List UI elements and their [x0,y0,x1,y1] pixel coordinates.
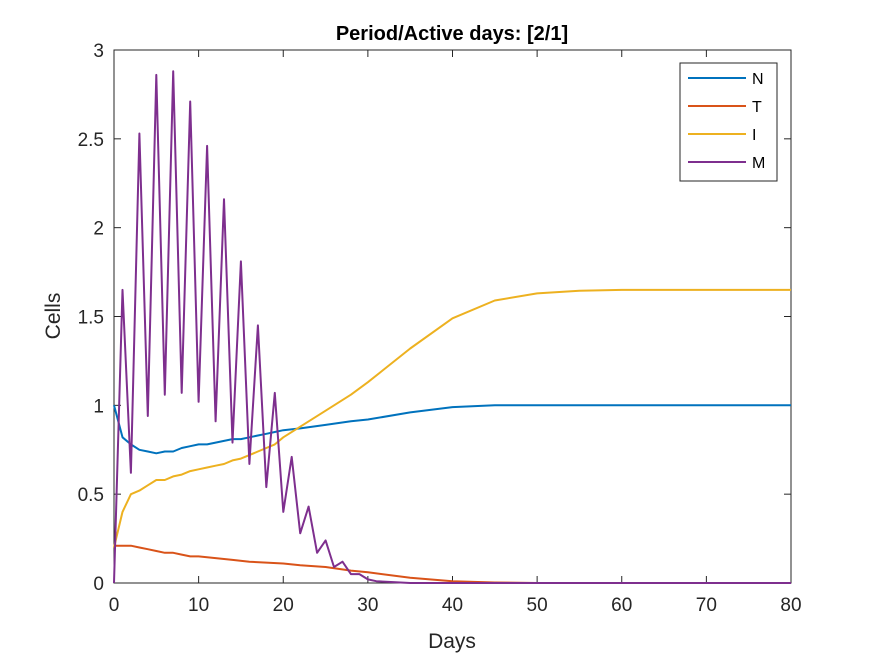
x-tick-label: 0 [109,595,120,616]
legend-label-N: N [752,71,764,88]
y-tick-label: 2 [93,219,104,240]
y-tick-label: 0.5 [78,485,104,506]
y-tick-label: 2.5 [78,130,104,151]
y-tick-label: 1.5 [78,308,104,329]
x-tick-label: 60 [611,595,632,616]
x-tick-label: 10 [188,595,209,616]
axes-frame [113,49,792,584]
x-tick-label: 50 [527,595,548,616]
legend-label-I: I [752,127,756,144]
x-tick-label: 20 [273,595,294,616]
y-tick-label: 1 [93,396,104,417]
y-tick-label: 3 [93,41,104,62]
legend-label-T: T [752,99,762,116]
series-line-M [113,70,791,584]
x-tick-label: 80 [780,595,801,616]
chart-title: Period/Active days: [2/1] [336,23,568,45]
y-tick-label: 0 [93,574,104,595]
x-axis-label: Days [428,630,476,653]
y-axis-label: Cells [42,293,65,340]
series-line-N [113,404,791,455]
plot-area: 0 10 20 30 40 50 60 70 80 0 0.5 1 1.5 2 2.5 3 [78,41,802,616]
x-tick-label: 30 [357,595,378,616]
x-tick-label: 40 [442,595,463,616]
x-tick-label: 70 [696,595,717,616]
legend-label-M: M [752,155,765,172]
